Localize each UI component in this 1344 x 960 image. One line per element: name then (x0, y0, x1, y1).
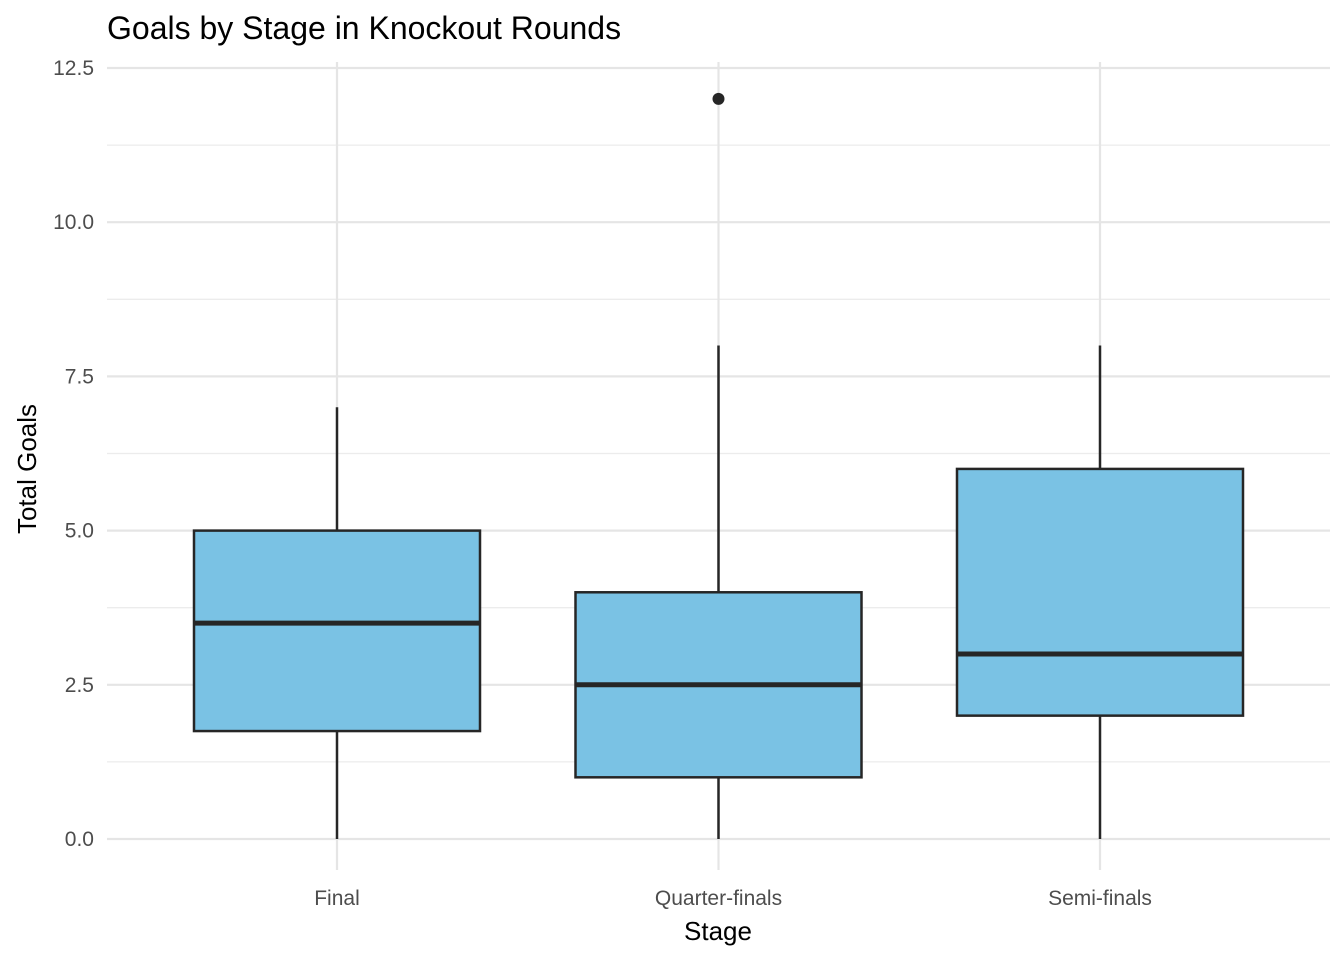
y-tick-label: 10.0 (53, 211, 94, 234)
boxes (192, 92, 1245, 839)
x-tick-label: Semi-finals (1048, 887, 1152, 910)
y-tick-label: 0.0 (65, 828, 94, 851)
y-axis-ticks: 0.0 2.5 5.0 7.5 10.0 12.5 (53, 57, 94, 851)
y-tick-label: 12.5 (53, 57, 94, 80)
iqr-box (955, 467, 1245, 717)
x-axis-ticks: Final Quarter-finals Semi-finals (314, 887, 1152, 910)
x-axis-title: Stage (684, 916, 752, 946)
y-tick-label: 7.5 (65, 365, 94, 388)
y-axis-title: Total Goals (12, 404, 42, 534)
box-quarter-finals (574, 92, 863, 839)
iqr-box (192, 529, 482, 733)
x-tick-label: Quarter-finals (655, 887, 782, 910)
outlier-point (712, 92, 725, 105)
box-final (192, 407, 482, 839)
x-tick-label: Final (314, 887, 360, 910)
y-tick-label: 2.5 (65, 674, 94, 697)
box-semi-finals (955, 345, 1245, 839)
y-tick-label: 5.0 (65, 520, 94, 543)
chart-title: Goals by Stage in Knockout Rounds (107, 10, 621, 46)
